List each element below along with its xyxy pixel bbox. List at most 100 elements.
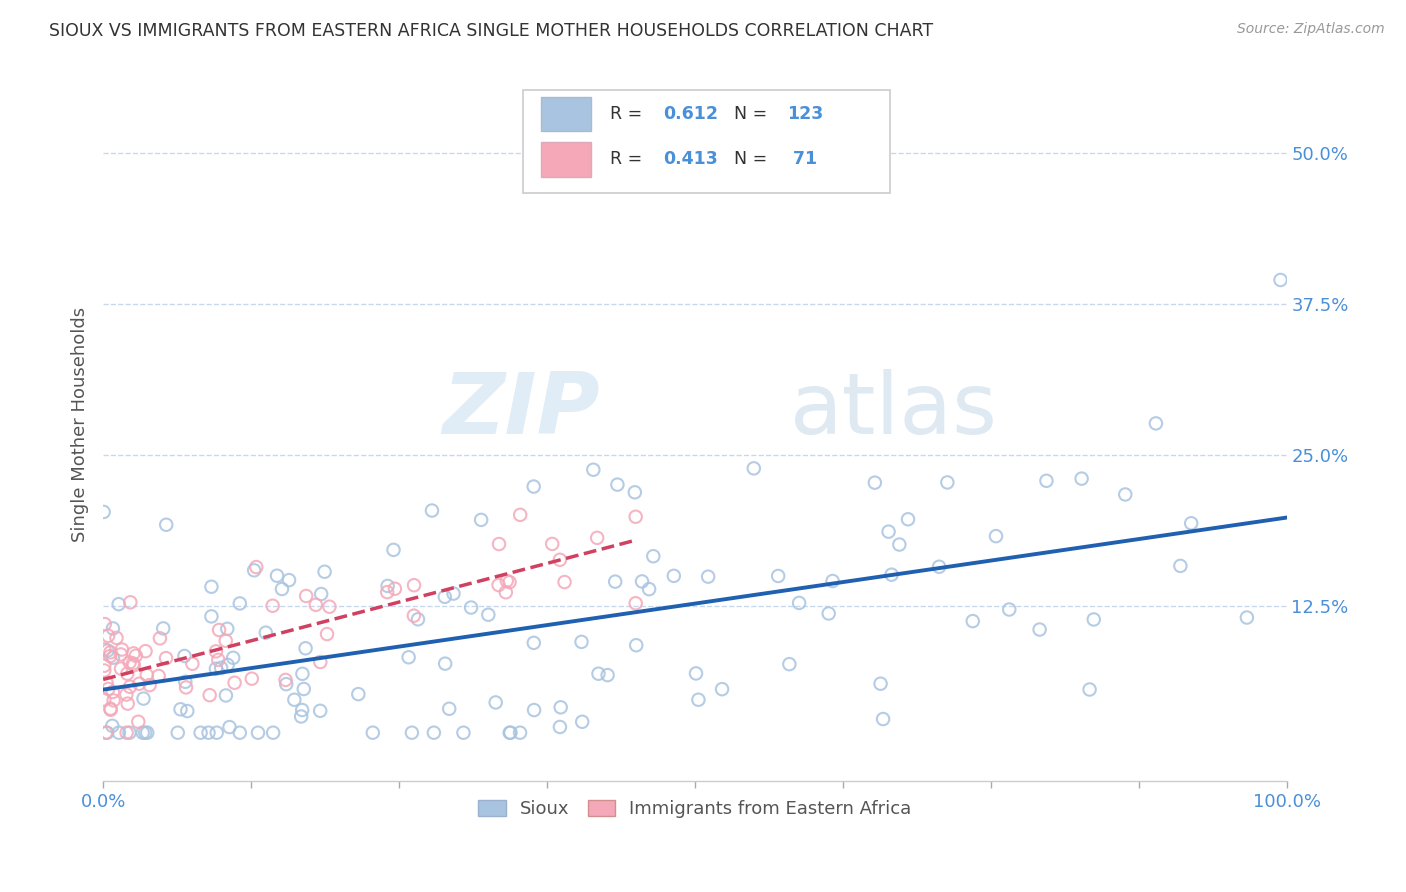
Point [1028,623,1050,637]
Point [97,681,120,696]
Point [509,725,531,739]
Point [122,657,145,671]
Point [711,682,734,697]
Point [495,585,517,599]
Point [96,725,118,739]
Point [245,560,267,574]
Point [477,607,499,622]
Point [118,725,141,739]
Point [548,553,571,567]
Point [215,689,238,703]
Point [247,725,270,739]
Point [215,633,238,648]
Point [314,565,336,579]
Point [98,648,121,663]
Point [1035,474,1057,488]
Point [117,666,139,681]
Point [1236,610,1258,624]
Point [420,503,443,517]
Point [880,567,903,582]
Point [262,725,284,739]
Point [984,529,1007,543]
Point [605,574,627,589]
Point [122,646,145,660]
Point [1083,612,1105,626]
Point [998,602,1021,616]
Point [631,574,654,589]
Point [229,725,252,739]
Point [111,642,134,657]
Point [423,725,446,739]
Point [120,595,142,609]
Text: SIOUX VS IMMIGRANTS FROM EASTERN AFRICA SINGLE MOTHER HOUSEHOLDS CORRELATION CHA: SIOUX VS IMMIGRANTS FROM EASTERN AFRICA … [49,22,934,40]
Point [582,463,605,477]
Point [488,578,510,592]
Point [523,703,546,717]
Point [305,598,328,612]
Point [863,475,886,490]
Point [131,725,153,739]
Point [382,542,405,557]
Point [96,676,118,690]
Point [554,575,576,590]
Point [152,621,174,635]
Point [928,559,950,574]
Point [266,568,288,582]
Point [499,725,522,739]
Point [869,676,891,690]
Point [100,702,122,716]
Point [375,585,398,599]
Point [626,638,648,652]
Point [243,563,266,577]
Point [278,573,301,587]
Point [936,475,959,490]
Y-axis label: Single Mother Households: Single Mother Households [72,307,89,542]
FancyBboxPatch shape [541,142,591,177]
Point [586,531,609,545]
Point [309,704,332,718]
Point [541,537,564,551]
Point [115,725,138,739]
Point [118,656,141,670]
Point [155,651,177,665]
Point [550,700,572,714]
Point [402,578,425,592]
Point [94,725,117,739]
Point [166,725,188,739]
Point [778,657,800,672]
Point [384,582,406,596]
Point [105,631,128,645]
Point [110,662,132,676]
Point [509,508,531,522]
Point [897,512,920,526]
FancyBboxPatch shape [523,90,890,194]
Point [101,622,124,636]
Point [624,596,647,610]
Point [662,569,685,583]
Point [821,574,844,588]
Point [1170,558,1192,573]
Point [218,720,240,734]
Point [499,725,522,739]
Point [1180,516,1202,531]
Point [229,596,252,610]
Point [173,648,195,663]
Point [962,614,984,628]
Point [97,629,120,643]
Point [548,720,571,734]
Point [877,524,900,539]
Point [276,677,298,691]
FancyBboxPatch shape [541,96,591,131]
Point [624,509,647,524]
Point [872,712,894,726]
Point [149,632,172,646]
Point [1114,487,1136,501]
Point [217,657,239,672]
Point [498,575,520,590]
Point [207,653,229,667]
Point [817,607,839,621]
Point [688,692,710,706]
Point [174,681,197,695]
Point [1078,682,1101,697]
Legend: Sioux, Immigrants from Eastern Africa: Sioux, Immigrants from Eastern Africa [471,793,918,825]
